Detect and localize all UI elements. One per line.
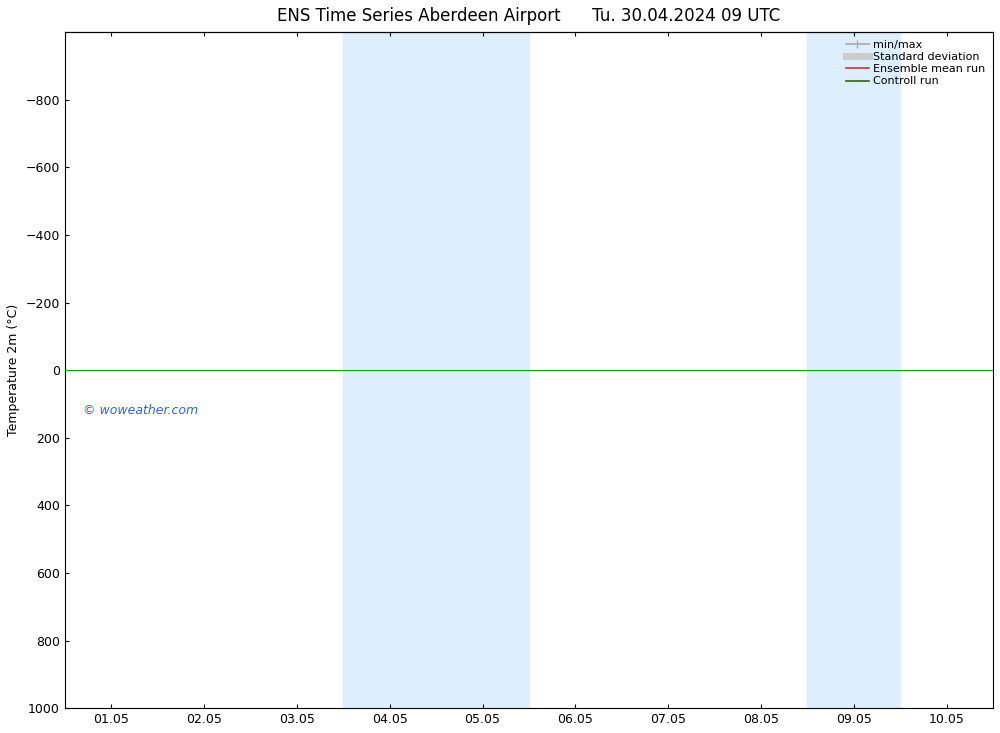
Title: ENS Time Series Aberdeen Airport      Tu. 30.04.2024 09 UTC: ENS Time Series Aberdeen Airport Tu. 30.… — [277, 7, 781, 25]
Legend: min/max, Standard deviation, Ensemble mean run, Controll run: min/max, Standard deviation, Ensemble me… — [842, 35, 990, 91]
Bar — [343, 32, 529, 708]
Text: © woweather.com: © woweather.com — [83, 404, 199, 417]
Bar — [807, 32, 900, 708]
Y-axis label: Temperature 2m (°C): Temperature 2m (°C) — [7, 304, 20, 436]
